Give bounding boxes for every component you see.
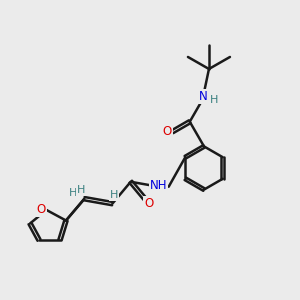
Text: H: H [209, 95, 218, 105]
Text: H: H [76, 185, 85, 195]
Text: O: O [37, 202, 46, 216]
Text: H: H [68, 188, 77, 198]
Text: NH: NH [150, 179, 167, 192]
Text: O: O [144, 197, 153, 210]
Text: H: H [110, 190, 118, 200]
Text: O: O [162, 125, 172, 138]
Text: N: N [199, 90, 208, 103]
